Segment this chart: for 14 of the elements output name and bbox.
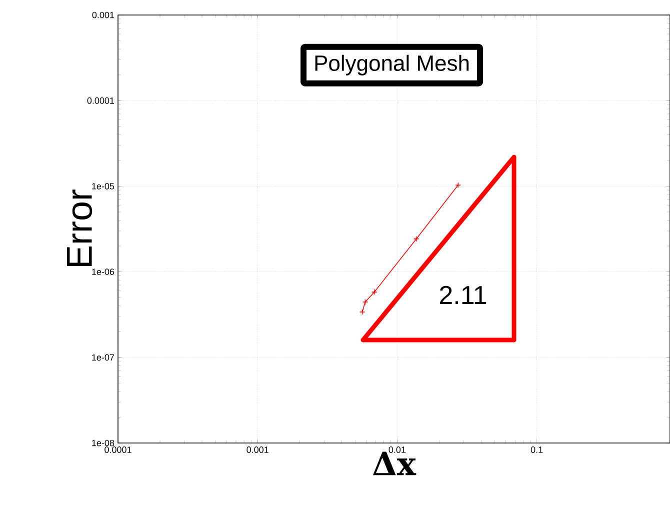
y-tick-label: 1e-05 (92, 183, 114, 190)
x-axis-title: Δx (372, 452, 416, 476)
y-tick-label: 0.0001 (87, 97, 114, 104)
x-tick-label: 0.0001 (104, 446, 132, 453)
x-tick-label: 0.1 (530, 446, 543, 453)
y-tick-label: 1e-07 (92, 354, 114, 361)
x-tick-label: 0.01 (388, 446, 406, 453)
y-tick-label: 1e-06 (92, 268, 114, 275)
y-axis-title: Error (66, 190, 92, 266)
annotation: 2.11 (440, 286, 486, 304)
text: Polygonal Mesh (315, 54, 469, 76)
y-tick-label: 1e-08 (92, 440, 114, 446)
y-tick-label: 0.001 (92, 12, 114, 18)
x-tick-label: 0.001 (246, 446, 268, 453)
